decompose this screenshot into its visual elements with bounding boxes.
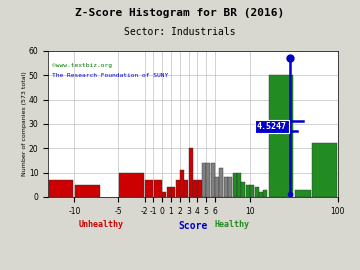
Text: The Research Foundation of SUNY: The Research Foundation of SUNY bbox=[53, 73, 169, 78]
Text: Unhealthy: Unhealthy bbox=[78, 220, 123, 229]
Bar bbox=[246, 185, 250, 197]
Bar bbox=[215, 177, 219, 197]
Bar bbox=[145, 180, 153, 197]
Bar bbox=[224, 177, 228, 197]
Bar bbox=[233, 173, 237, 197]
Bar bbox=[202, 163, 206, 197]
Bar bbox=[237, 173, 241, 197]
Bar bbox=[198, 180, 202, 197]
Bar bbox=[176, 180, 180, 197]
Bar bbox=[162, 192, 166, 197]
Text: Sector: Industrials: Sector: Industrials bbox=[124, 27, 236, 37]
Bar bbox=[269, 75, 293, 197]
Text: Healthy: Healthy bbox=[215, 220, 250, 229]
Bar bbox=[211, 163, 215, 197]
Bar bbox=[76, 185, 100, 197]
Text: Z-Score Histogram for BR (2016): Z-Score Histogram for BR (2016) bbox=[75, 8, 285, 18]
Bar bbox=[255, 187, 258, 197]
Text: 4.5247: 4.5247 bbox=[257, 122, 287, 131]
Bar bbox=[167, 187, 171, 197]
Bar bbox=[219, 168, 224, 197]
Bar bbox=[312, 143, 337, 197]
Y-axis label: Number of companies (573 total): Number of companies (573 total) bbox=[22, 72, 27, 176]
Bar bbox=[180, 170, 184, 197]
Bar bbox=[120, 173, 144, 197]
Bar bbox=[189, 148, 193, 197]
Bar bbox=[154, 180, 162, 197]
Bar bbox=[263, 190, 267, 197]
Bar bbox=[259, 192, 263, 197]
Bar bbox=[294, 190, 311, 197]
Bar bbox=[206, 163, 210, 197]
Bar bbox=[49, 180, 73, 197]
Bar bbox=[241, 182, 246, 197]
Bar bbox=[228, 177, 232, 197]
Bar bbox=[184, 180, 188, 197]
Bar bbox=[193, 180, 197, 197]
Text: ©www.textbiz.org: ©www.textbiz.org bbox=[53, 63, 112, 68]
X-axis label: Score: Score bbox=[178, 221, 208, 231]
Bar bbox=[250, 185, 254, 197]
Bar bbox=[171, 187, 175, 197]
